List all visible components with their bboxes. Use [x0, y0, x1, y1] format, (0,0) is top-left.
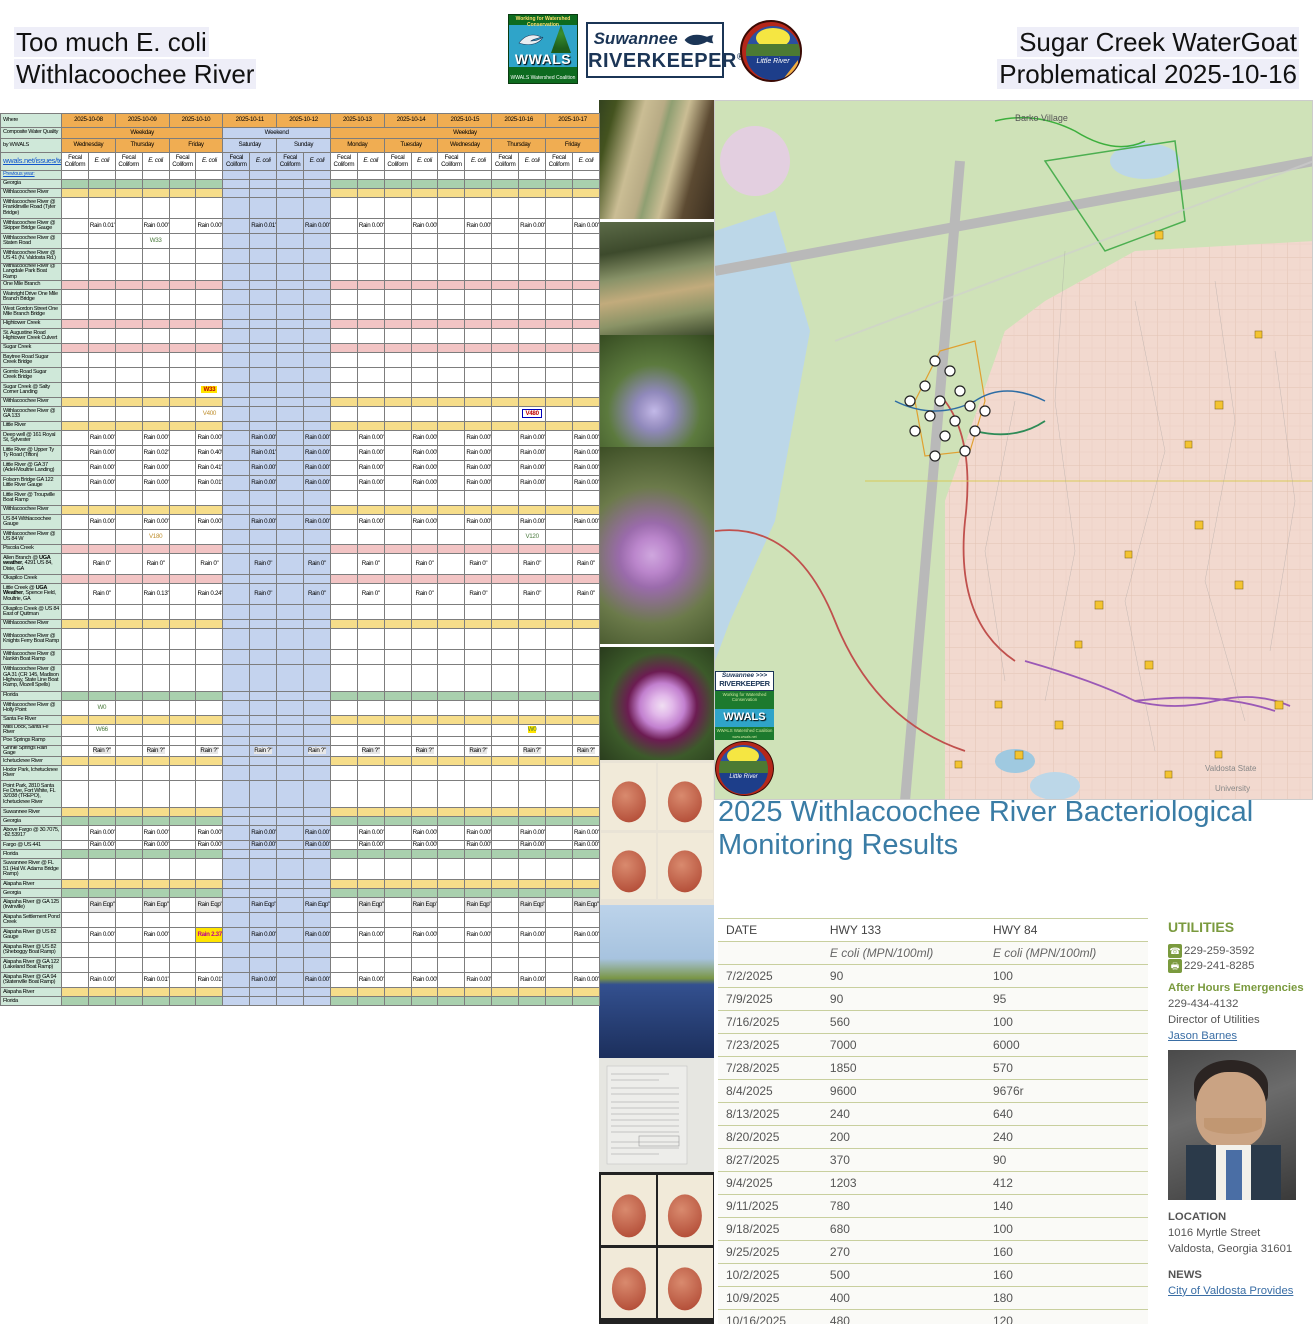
svg-text:Valdosta State: Valdosta State [1205, 764, 1257, 773]
svg-text:Barko Village: Barko Village [1015, 113, 1068, 123]
svg-text:University: University [1215, 784, 1250, 793]
